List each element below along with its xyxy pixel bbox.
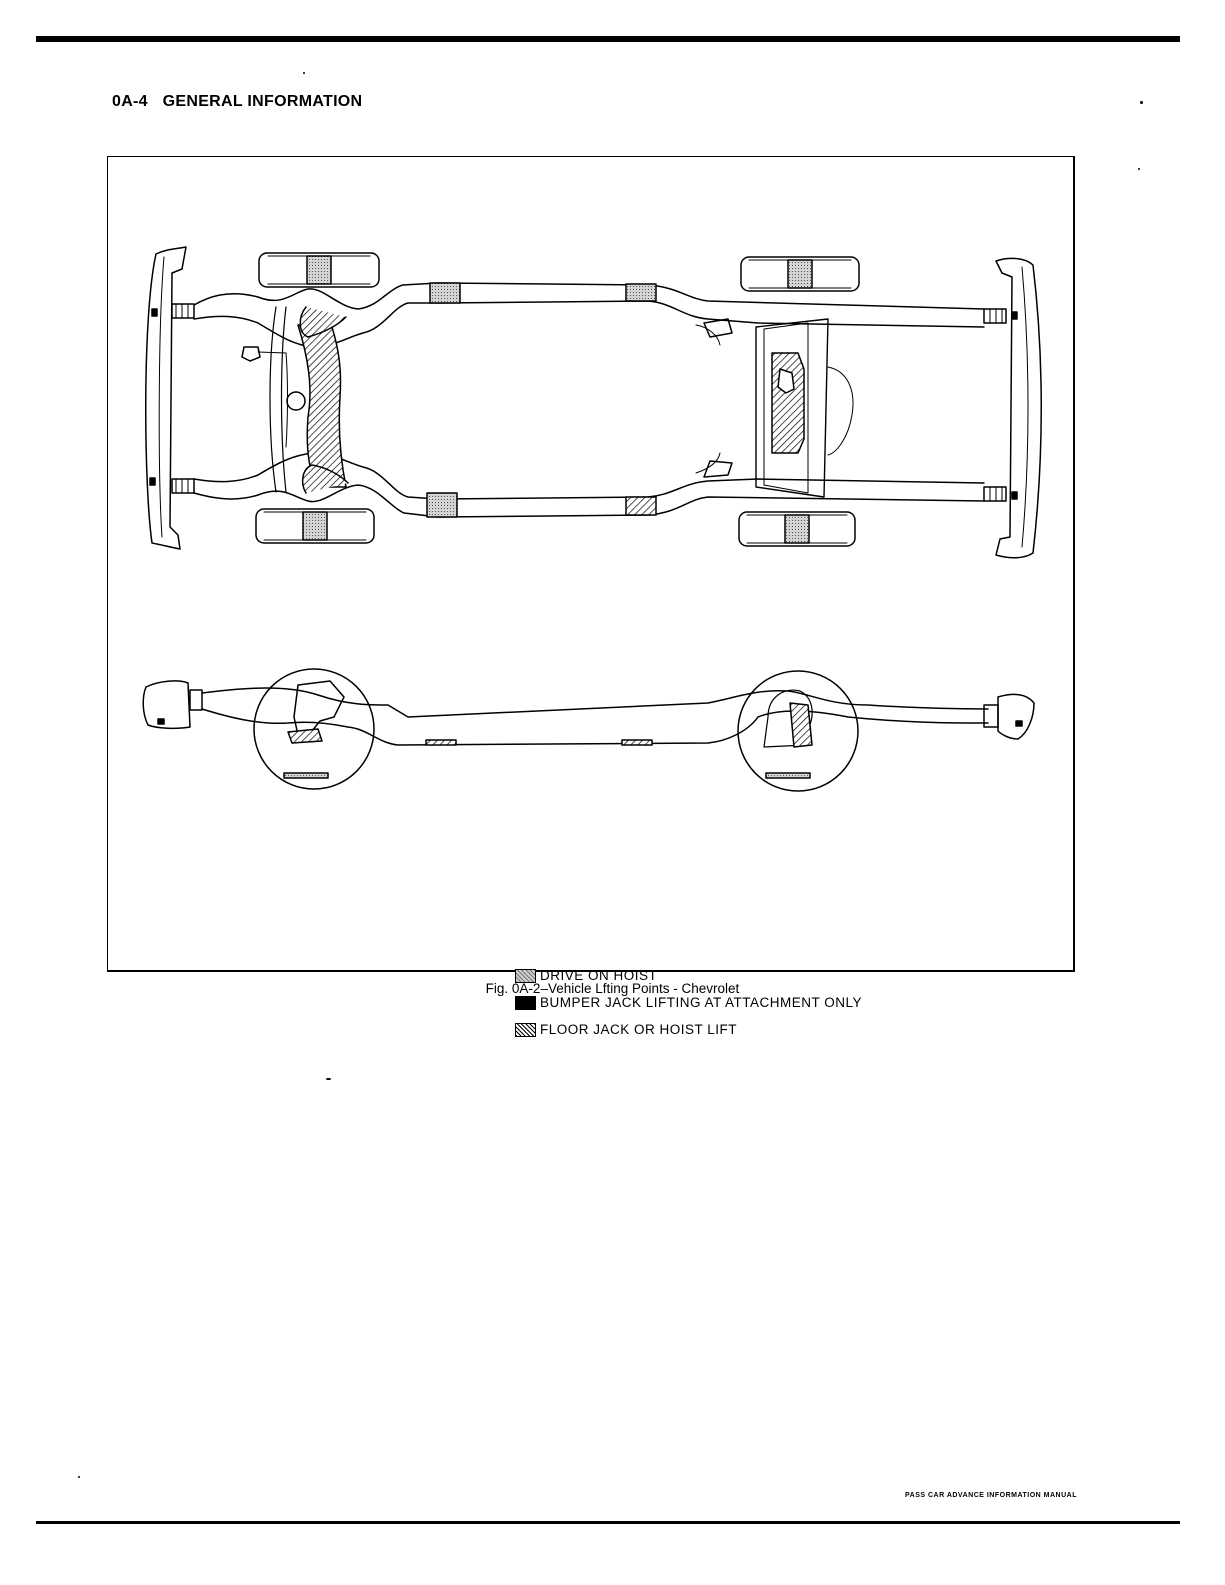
rear-bumper-attach-upper [1011, 311, 1018, 320]
frame-rail-lower-outer [193, 484, 985, 518]
bottom-rule [36, 1521, 1180, 1524]
figure-frame: DRIVE ON HOIST BUMPER JACK LIFTING AT AT… [107, 156, 1075, 1037]
tire-front-lower [255, 508, 375, 544]
legend-item-bumper-jack: BUMPER JACK LIFTING AT ATTACHMENT ONLY [515, 989, 862, 1016]
front-lift-detail-circle [253, 668, 375, 790]
front-bumper-attach-upper [151, 308, 158, 317]
rear-bumper-attach-lower [1011, 491, 1018, 500]
legend-label: BUMPER JACK LIFTING AT ATTACHMENT ONLY [540, 995, 863, 1010]
legend: DRIVE ON HOIST BUMPER JACK LIFTING AT AT… [515, 962, 862, 1043]
side-front-bumper [142, 680, 191, 730]
floor-jack-swatch [515, 1022, 536, 1037]
front-crossmember [297, 324, 347, 488]
front-bumper-attach-lower [149, 477, 156, 486]
top-rule [36, 36, 1180, 42]
tire-front-upper [258, 252, 380, 288]
section-title: GENERAL INFORMATION [162, 93, 363, 110]
rear-lift-detail-pad [789, 702, 813, 748]
scan-speck [303, 72, 305, 74]
lift-point-rear-upper-rail [625, 283, 657, 302]
tire-rear-upper [740, 256, 860, 292]
figure-caption: Fig. 0A-2–Vehicle Lfting Points - Chevro… [485, 981, 740, 996]
lift-point-front-upper-rail [429, 282, 461, 304]
frame-rail-upper-outer [193, 282, 985, 310]
rear-lift-detail-circle [737, 670, 859, 792]
legend-item-drive-on-hoist: DRIVE ON HOIST [515, 962, 862, 989]
legend-label: FLOOR JACK OR HOIST LIFT [540, 1022, 738, 1037]
side-frame-upper [201, 687, 989, 718]
front-bumper [145, 246, 187, 550]
side-frame-lower [201, 708, 989, 746]
legend-item-floor-jack: FLOOR JACK OR HOIST LIFT [515, 1016, 862, 1043]
legend-label: DRIVE ON HOIST [540, 968, 658, 983]
scan-speck [326, 1078, 331, 1080]
bumper-jack-swatch [515, 995, 536, 1010]
vehicle-lifting-diagram [142, 246, 1042, 792]
front-lift-detail-pad [287, 728, 323, 744]
side-rear-bumper [997, 693, 1035, 740]
frame-rail-lower-inner [193, 452, 985, 500]
page-header: 0A-4 GENERAL INFORMATION [112, 93, 362, 111]
lift-point-front-lower-rail [426, 492, 458, 518]
frame-rail-upper-inner [193, 300, 985, 348]
page-number: 0A-4 [112, 93, 148, 110]
rear-bumper [995, 257, 1042, 559]
scan-speck [1140, 101, 1143, 104]
drive-on-hoist-swatch [515, 968, 536, 983]
footer-manual-name: PASS CAR ADVANCE INFORMATION MANUAL [904, 1492, 1077, 1499]
scan-speck [78, 1476, 80, 1478]
scan-speck [1138, 168, 1140, 170]
lift-point-rear-lower-rail [625, 496, 657, 516]
rear-differential [771, 352, 805, 454]
tire-rear-lower [738, 511, 856, 547]
